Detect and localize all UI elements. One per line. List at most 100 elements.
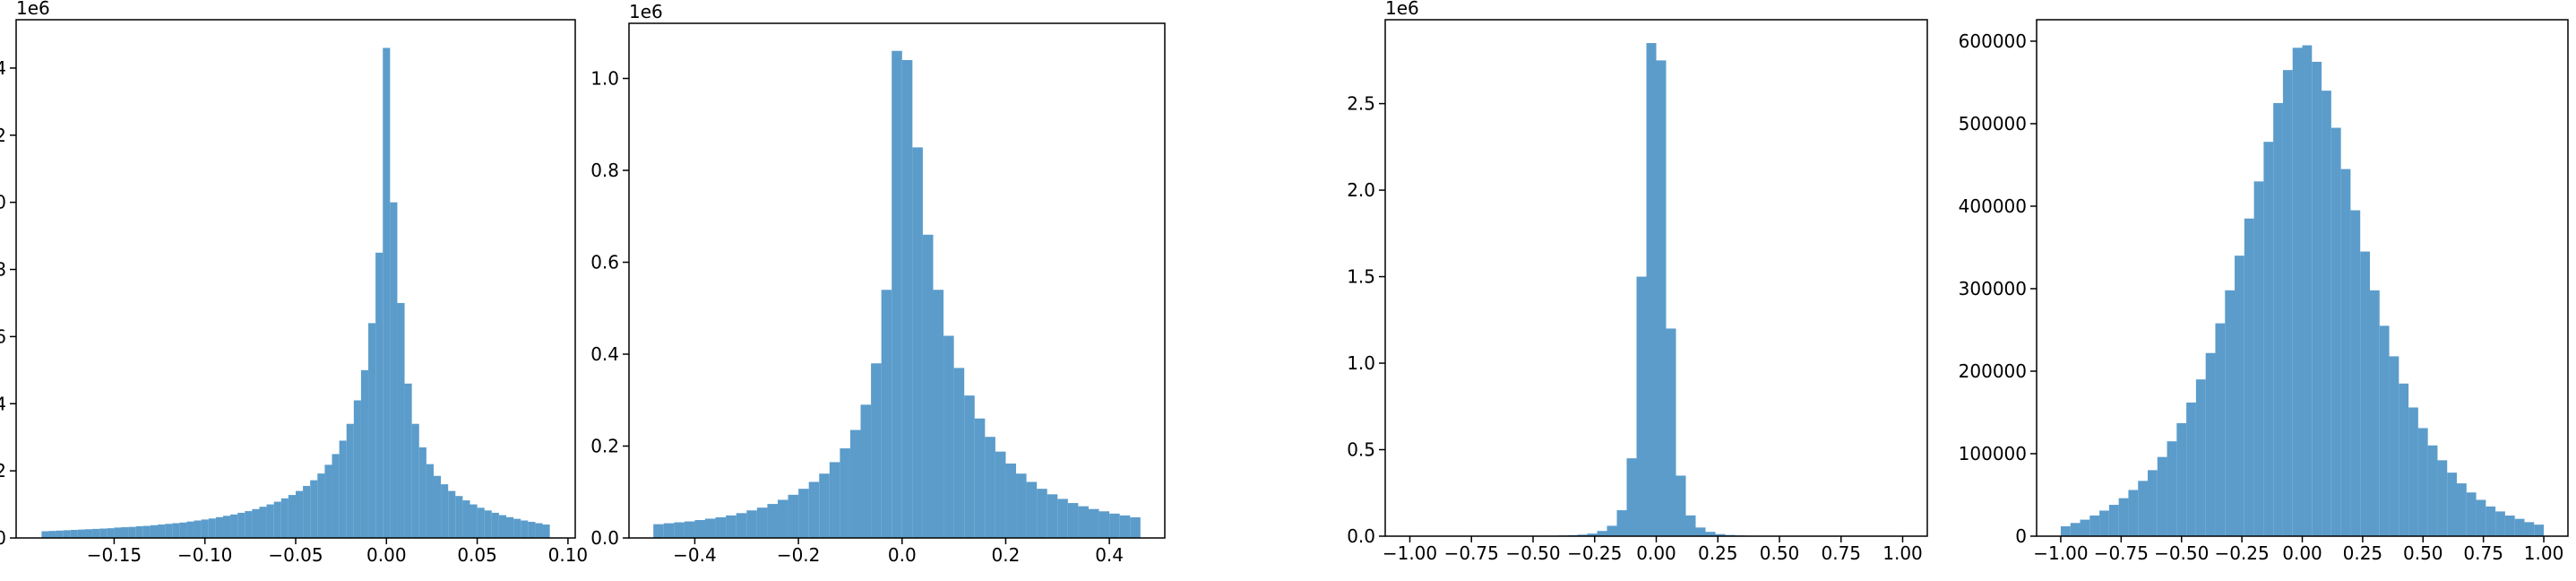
histogram-bar (491, 512, 499, 538)
histogram-bar (1130, 516, 1141, 538)
histogram-bar (2292, 48, 2303, 536)
histogram-bar (1715, 533, 1726, 536)
histogram-bar (462, 500, 470, 538)
histogram-bar (2322, 91, 2331, 537)
histogram-bar (2070, 523, 2081, 536)
histogram-bar (2466, 492, 2477, 536)
histogram-bar (266, 504, 274, 538)
x-tick-label: −0.50 (1505, 542, 1560, 564)
histogram-bar (2167, 441, 2177, 536)
histogram-bar (912, 147, 923, 538)
y-tick-label: 1.0 (1347, 352, 1375, 374)
histogram-bar (871, 363, 882, 538)
histogram-bar (849, 429, 861, 538)
x-tick-label: 0.00 (366, 544, 407, 566)
histogram-bar (360, 369, 369, 538)
y-tick-label: 0.4 (590, 343, 619, 365)
histogram-bar (296, 490, 304, 538)
histogram-bar (2253, 181, 2264, 537)
histogram-bar (484, 510, 492, 538)
y-tick-label: 100000 (1959, 443, 2027, 464)
histogram-bar (252, 508, 260, 538)
y-tick-label: 400000 (1959, 195, 2027, 217)
histogram-bar (1078, 506, 1089, 538)
histogram-bar (324, 464, 332, 538)
histogram-bar (303, 485, 311, 538)
histogram-bar (2157, 456, 2167, 536)
x-tick-label: −0.25 (2214, 542, 2269, 564)
histogram-bar (674, 522, 685, 538)
histogram-bar (2186, 402, 2196, 536)
histogram-bar (1626, 458, 1637, 536)
histogram-bar (892, 50, 902, 538)
histogram-bar (1067, 503, 1079, 538)
x-tick-label: 0.10 (548, 544, 589, 566)
histogram-bar (1636, 276, 1647, 536)
histogram-bar (1109, 513, 1120, 538)
histogram-bar (2312, 61, 2322, 537)
histogram-bar (1666, 328, 1676, 536)
x-tick-label: 1.00 (2524, 542, 2564, 564)
histogram-bar (158, 525, 166, 538)
histogram-bar (70, 530, 78, 538)
x-tick-label: 0.50 (1760, 542, 1800, 564)
histogram-bar (390, 202, 398, 538)
histogram-bar (172, 523, 180, 538)
histogram-bar (881, 290, 892, 538)
y-tick-label: 0.8 (590, 160, 619, 181)
x-tick-label: 0.0 (888, 544, 917, 566)
histogram-bar (56, 530, 64, 538)
histogram-bar (2205, 352, 2216, 536)
y-offset-label: 1e6 (1385, 0, 1419, 19)
histogram-bar (1695, 527, 1706, 536)
histogram-bar (317, 473, 325, 538)
histogram-bar (746, 510, 757, 538)
histogram-bar (280, 498, 289, 538)
histogram-bar (2534, 525, 2545, 536)
y-tick-label: 500000 (1959, 113, 2027, 134)
histogram-bar (2128, 490, 2139, 536)
histogram-bar (128, 526, 136, 538)
histogram-bar (1057, 499, 1068, 538)
histogram-bar (121, 527, 129, 538)
x-tick-label: −0.50 (2154, 542, 2209, 564)
histogram-bar (346, 423, 354, 538)
histogram-bar (922, 234, 934, 538)
histogram-bar (1119, 515, 1131, 538)
histogram-bar (974, 418, 986, 538)
histogram-bar (186, 521, 194, 538)
histogram-bar (2147, 470, 2158, 536)
histogram-bar (404, 383, 412, 538)
histogram-bar (694, 520, 706, 538)
y-tick-label: 600000 (1959, 30, 2027, 52)
x-tick-label: 0.25 (1698, 542, 1738, 564)
histogram-bar (339, 440, 347, 538)
histogram-bar (1616, 510, 1627, 536)
x-tick-label: 0.25 (2343, 542, 2383, 564)
histogram-bar (215, 516, 223, 538)
histogram-bar (2330, 127, 2341, 536)
x-tick-label: −0.2 (777, 544, 821, 566)
histogram-bar (2235, 256, 2244, 536)
x-tick-label: −0.10 (177, 544, 232, 566)
x-tick-label: −0.15 (87, 544, 142, 566)
y-tick-label: 0 (2015, 525, 2027, 547)
y-tick-label: 0.0 (0, 527, 6, 549)
x-tick-label: 0.4 (1095, 544, 1124, 566)
histogram-bar (1577, 534, 1588, 536)
x-tick-label: 0.75 (1821, 542, 1861, 564)
histogram-bar (84, 529, 93, 538)
histogram-bar (726, 515, 737, 538)
histogram-bar (63, 530, 71, 538)
histogram-bar (933, 290, 944, 538)
histogram-bar (542, 525, 550, 538)
histogram-bar (1705, 532, 1716, 536)
histogram-bar (995, 451, 1006, 538)
y-tick-label: 1.4 (0, 57, 6, 79)
histogram-bar (1005, 463, 1017, 538)
x-tick-label: 0.00 (2282, 542, 2322, 564)
histogram-bar (1016, 473, 1027, 538)
histogram-bar (99, 528, 108, 538)
histogram-bar (767, 504, 778, 538)
histogram-bar (375, 252, 383, 538)
